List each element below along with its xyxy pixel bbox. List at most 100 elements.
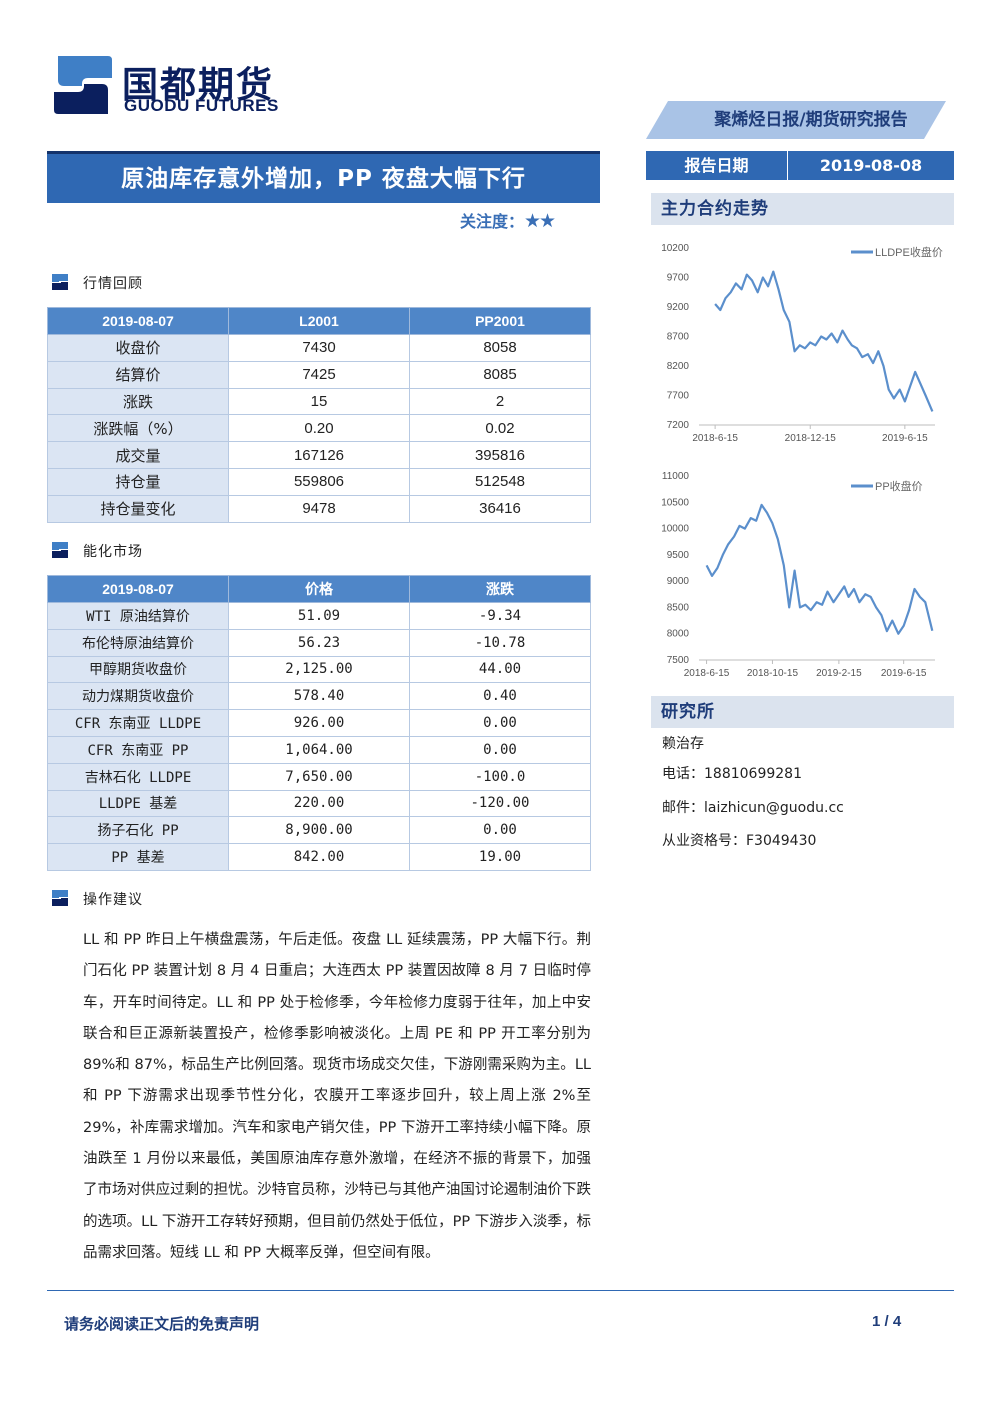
y-tick-label: 10000: [661, 524, 689, 535]
pp-chart-svg: 11000 10500 10000 9500 9000 8500 8000 7500 2018-…: [661, 471, 935, 679]
trend-section-header: 主力合约走势: [651, 193, 954, 225]
row-label: 扬子石化 PP: [47, 816, 229, 845]
table-header-price: 价格: [228, 575, 410, 603]
market-table: 2019-08-07 L2001 PP2001 收盘价 7430 8058 结算价 74…: [47, 307, 591, 523]
cell-value: 512548: [409, 467, 591, 496]
cell-value: 0.00: [409, 735, 591, 764]
report-title-bar: 原油库存意外增加，PP 夜盘大幅下行: [47, 151, 600, 203]
table-row: 吉林石化 LLDPE 7,650.00 -100.0: [47, 762, 591, 791]
table-row: 动力煤期货收盘价 578.40 0.40: [47, 682, 591, 711]
trend-title: 主力合约走势: [661, 199, 769, 219]
report-date-bar: 报告日期 2019-08-08: [646, 151, 954, 180]
section-swirl-icon: [52, 542, 68, 558]
table-row: LLDPE 基差 220.00 -120.00: [47, 789, 591, 818]
report-type-banner: 聚烯烃日报/期货研究报告: [646, 101, 946, 139]
table-row: 持仓量变化 9478 36416: [47, 494, 591, 523]
attention-rating: 关注度：★★: [460, 208, 556, 232]
row-label: 持仓量变化: [47, 494, 229, 523]
table-row: 成交量 167126 395816: [47, 441, 591, 469]
analyst-phone: 电话：18810699281: [662, 766, 802, 782]
cell-value: 44.00: [409, 655, 591, 684]
cell-value: 2,125.00: [228, 655, 410, 684]
table-row: 布伦特原油结算价 56.23 -10.78: [47, 628, 591, 657]
cell-value: 56.23: [228, 628, 410, 657]
attention-stars: ★★: [524, 210, 556, 232]
cell-value: 7425: [228, 360, 410, 389]
table-row: 扬子石化 PP 8,900.00 0.00: [47, 816, 591, 845]
series-line: [705, 503, 934, 635]
cell-value: 578.40: [228, 682, 410, 711]
row-label: 吉林石化 LLDPE: [47, 762, 229, 791]
legend-label: PP收盘价: [875, 479, 923, 493]
cell-value: 842.00: [228, 843, 410, 871]
cell-value: 9478: [228, 494, 410, 523]
company-name-en: GUODU FUTURES: [124, 96, 279, 115]
table-header-date: 2019-08-07: [47, 307, 229, 335]
row-label: CFR 东南亚 PP: [47, 735, 229, 764]
y-tick-label: 10200: [661, 243, 689, 254]
table-header-change: 涨跌: [409, 575, 591, 603]
research-title: 研究所: [661, 702, 715, 722]
cell-value: 7,650.00: [228, 762, 410, 791]
cell-value: 0.20: [228, 414, 410, 443]
x-tick-label: 2018-6-15: [684, 668, 730, 679]
advice-paragraph: LL 和 PP 昨日上午横盘震荡，午后走低。夜盘 LL 延续震荡，PP 大幅下行…: [83, 932, 591, 1261]
section-title: 能化市场: [83, 544, 143, 560]
x-tick-label: 2018-10-15: [747, 668, 799, 679]
section-title: 行情回顾: [83, 276, 143, 292]
row-label: PP 基差: [47, 843, 229, 871]
series-line: [714, 270, 934, 412]
table-row: 结算价 7425 8085: [47, 360, 591, 389]
row-label: 涨跌幅（%）: [47, 414, 229, 443]
report-title: 原油库存意外增加，PP 夜盘大幅下行: [121, 166, 526, 192]
cell-value: 51.09: [228, 602, 410, 630]
y-tick-label: 9200: [667, 302, 690, 313]
cell-value: 36416: [409, 494, 591, 523]
section-swirl-icon: [52, 890, 68, 906]
cell-value: 7430: [228, 334, 410, 362]
y-tick-label: 11000: [662, 471, 690, 482]
section-swirl-icon: [52, 274, 68, 290]
cell-value: 1,064.00: [228, 735, 410, 764]
footer-disclaimer: 请务必阅读正文后的免责声明: [64, 1315, 260, 1333]
table-row: 涨跌 15 2: [47, 387, 591, 416]
row-label: 动力煤期货收盘价: [47, 682, 229, 711]
section-title: 操作建议: [83, 892, 143, 908]
cell-value: 2: [409, 387, 591, 416]
y-tick-label: 7200: [667, 420, 690, 431]
footer-rule: [47, 1290, 954, 1291]
y-tick-label: 9000: [667, 576, 690, 587]
row-label: CFR 东南亚 LLDPE: [47, 709, 229, 737]
x-tick-label: 2018-6-15: [692, 433, 738, 444]
table-row: WTI 原油结算价 51.09 -9.34: [47, 602, 591, 630]
y-tick-label: 7700: [667, 391, 690, 402]
cell-value: 8,900.00: [228, 816, 410, 845]
row-label: LLDPE 基差: [47, 789, 229, 818]
y-tick-label: 9500: [667, 550, 690, 561]
y-tick-label: 7500: [667, 655, 690, 666]
logo-mark-icon: [54, 56, 112, 114]
row-label: 布伦特原油结算价: [47, 628, 229, 657]
attention-label: 关注度：: [460, 212, 525, 231]
y-tick-label: 8000: [667, 629, 690, 640]
cell-value: 559806: [228, 467, 410, 496]
x-tick-label: 2018-12-15: [785, 433, 837, 444]
row-label: 结算价: [47, 360, 229, 389]
table-row: 甲醇期货收盘价 2,125.00 44.00: [47, 655, 591, 684]
row-label: 持仓量: [47, 467, 229, 496]
cell-value: 15: [228, 387, 410, 416]
table-header-row: 2019-08-07 L2001 PP2001: [47, 307, 591, 335]
company-name-cn: 国都期货: [122, 65, 275, 106]
analyst-email: 邮件：laizhicun@guodu.cc: [662, 800, 844, 816]
y-tick-label: 8500: [667, 602, 690, 613]
x-tick-label: 2019-6-15: [882, 433, 928, 444]
cell-value: 8085: [409, 360, 591, 389]
row-label: 收盘价: [47, 334, 229, 362]
legend-label: LLDPE收盘价: [875, 245, 943, 259]
x-tick-label: 2019-6-15: [881, 668, 927, 679]
row-label: 甲醇期货收盘价: [47, 655, 229, 684]
cell-value: 220.00: [228, 789, 410, 818]
cell-value: 19.00: [409, 843, 591, 871]
table-header-l2001: L2001: [228, 307, 410, 335]
